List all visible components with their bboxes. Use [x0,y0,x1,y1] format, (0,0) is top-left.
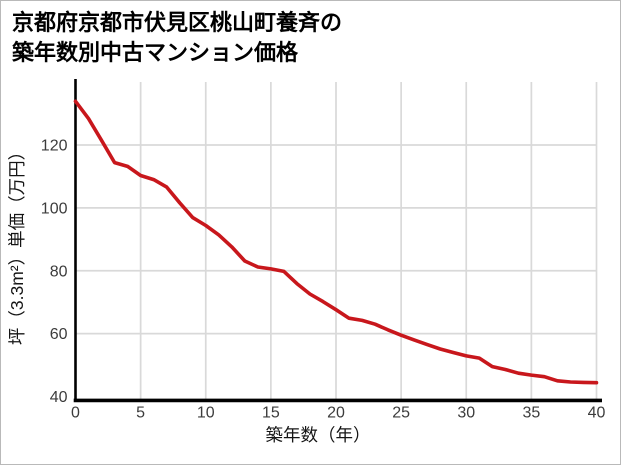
price-line-series [73,99,599,385]
x-tick-label: 0 [71,405,80,422]
y-axis-title: 坪（3.3m²）単価（万円） [7,143,27,345]
x-axis-title: 築年数（年） [266,425,371,445]
x-tick-label: 15 [262,405,280,422]
y-tick-label: 100 [41,200,68,217]
chart-title-line1: 京都府京都市伏見区桃山町養斉の [12,10,343,35]
page-title: 京都府京都市伏見区桃山町養斉の 築年数別中古マンション価格 [12,8,342,68]
y-tick-label: 120 [41,138,68,155]
y-tick-label: 80 [50,263,68,280]
x-tick-label: 25 [392,405,410,422]
y-tick-label: 40 [50,389,68,406]
x-tick-label: 10 [197,405,215,422]
x-tick-label: 5 [136,405,145,422]
x-tick-label: 35 [522,405,540,422]
x-tick-label: 40 [588,405,606,422]
y-tick-label: 60 [50,326,68,343]
x-tick-label: 30 [457,405,475,422]
chart-title-line2: 築年数別中古マンション価格 [12,40,299,65]
x-tick-label: 20 [327,405,345,422]
